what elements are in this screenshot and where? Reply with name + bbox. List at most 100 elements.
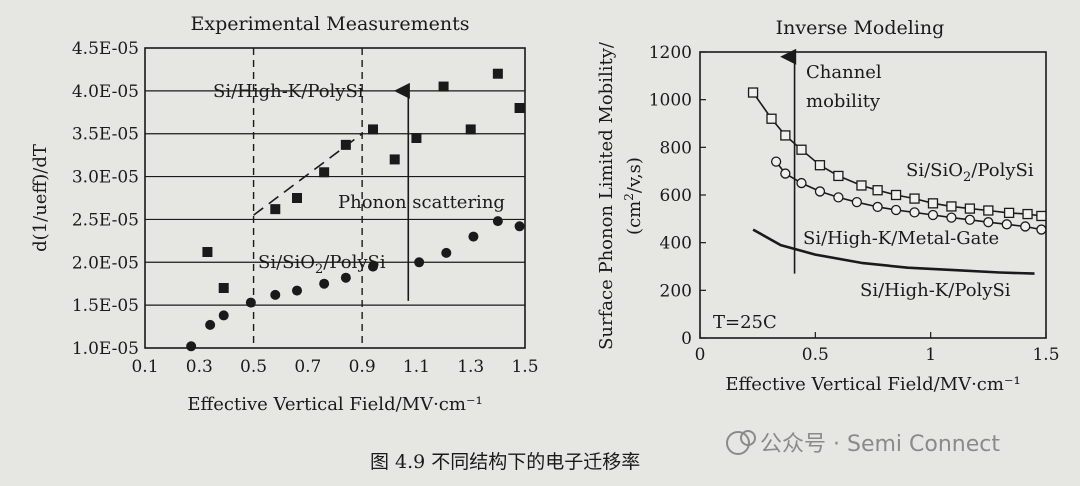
right-circle-point xyxy=(964,214,976,225)
right-y-axis-label-line1: Surface Phonon Limited Mobility/ xyxy=(596,41,617,350)
right-y-tick-label: 0 xyxy=(681,329,692,349)
right-label-sio2-post: /PolySi xyxy=(971,160,1034,181)
right-y-tick-label: 200 xyxy=(660,281,692,301)
right-square-point xyxy=(872,185,883,196)
right-circle-point xyxy=(851,196,863,208)
left-circle-point xyxy=(319,278,330,289)
left-square-point xyxy=(340,139,351,150)
right-y-tick-labels: 0 200 400 600 800 1000 1200 xyxy=(649,43,706,349)
right-square-point xyxy=(983,205,994,216)
left-chart-title: Experimental Measurements xyxy=(191,13,470,35)
left-x-tick-label: 1.5 xyxy=(511,357,538,377)
left-x-axis-label: Effective Vertical Field/MV·cm⁻¹ xyxy=(187,394,482,415)
right-series-line xyxy=(752,228,1035,275)
left-x-tick-label: 1.3 xyxy=(457,357,484,377)
right-label-temperature: T=25C xyxy=(713,312,777,333)
left-y-tick-label: 4.0E-05 xyxy=(72,82,139,102)
right-y-tick-label: 800 xyxy=(660,138,692,158)
right-square-point xyxy=(780,130,791,141)
right-y-tick-label: 400 xyxy=(660,234,692,254)
right-x-tick-labels: 0 0.5 1 1.5 xyxy=(695,332,1060,365)
left-square-point xyxy=(514,103,525,113)
wechat-icon xyxy=(726,431,750,455)
right-circle-point xyxy=(1001,219,1012,230)
left-x-tick-label: 0.1 xyxy=(131,357,158,377)
left-label-sio2-sub: 2 xyxy=(315,262,323,277)
left-label-sio2-polysi: Si/SiO2/PolySi xyxy=(258,252,386,277)
left-x-tick-label: 1.1 xyxy=(403,357,430,377)
left-square-point xyxy=(438,81,449,92)
right-square-point xyxy=(1036,210,1047,222)
right-circle-point xyxy=(890,204,902,216)
left-y-tick-label: 2.0E-05 xyxy=(72,253,139,273)
right-x-tick-label: 0 xyxy=(695,345,706,365)
left-y-tick-label: 2.5E-05 xyxy=(72,210,139,230)
right-y-tick-label: 1000 xyxy=(649,91,692,111)
left-label-high-k-polysi: Si/High-K/PolySi xyxy=(213,81,364,102)
right-square-point xyxy=(766,113,777,124)
right-square-point xyxy=(890,189,902,201)
right-square-point xyxy=(747,87,759,98)
right-y-label-pre: (cm xyxy=(624,201,645,235)
left-circle-point xyxy=(205,319,216,330)
left-circle-point xyxy=(186,341,197,352)
left-circle-point xyxy=(492,216,503,227)
right-square-point xyxy=(909,193,920,204)
left-x-tick-label: 0.7 xyxy=(294,357,321,377)
inverse-modeling-chart: Inverse Modeling 0 200 400 600 800 1000 1200 0… xyxy=(596,17,1060,395)
left-y-tick-label: 1.5E-05 xyxy=(72,296,139,316)
left-circle-point xyxy=(245,297,256,308)
left-y-tick-label: 3.0E-05 xyxy=(72,168,139,188)
left-gridlines xyxy=(145,90,525,306)
right-x-tick-label: 1.5 xyxy=(1032,345,1059,365)
right-circle-point xyxy=(909,207,920,218)
right-label-sio2-sub: 2 xyxy=(963,170,971,185)
left-x-tick-labels: 0.1 0.3 0.5 0.7 0.9 1.1 1.3 1.5 xyxy=(131,357,538,377)
left-y-tick-label: 4.5E-05 xyxy=(72,39,139,59)
left-circle-point xyxy=(368,261,378,272)
left-plot-frame xyxy=(144,47,526,349)
left-square-point xyxy=(411,133,422,143)
left-square-point xyxy=(202,247,213,257)
right-circle-point xyxy=(1036,224,1047,235)
right-square-point xyxy=(814,160,826,171)
left-square-point xyxy=(465,124,476,135)
right-x-tick-label: 1 xyxy=(925,345,936,365)
left-circle-point xyxy=(468,231,479,242)
right-circle-point xyxy=(796,177,807,189)
right-square-point xyxy=(946,201,957,212)
right-circle-point xyxy=(1020,221,1031,232)
right-circle-point xyxy=(983,217,994,228)
right-series-line xyxy=(775,161,1042,231)
left-y-tick-labels: 1.0E-05 1.5E-05 2.0E-05 2.5E-05 3.0E-05 3.5E-… xyxy=(72,39,139,359)
right-x-axis-label: Effective Vertical Field/MV·cm⁻¹ xyxy=(725,374,1020,395)
figure-caption: 图 4.9 不同结构下的电子迁移率 xyxy=(370,451,640,473)
right-y-axis-label-line2: (cm2/v,s) xyxy=(622,157,645,235)
left-square-point xyxy=(492,68,503,79)
right-chart-title: Inverse Modeling xyxy=(776,17,945,39)
left-label-sio2-pre: Si/SiO xyxy=(258,252,315,273)
left-circle-point xyxy=(414,257,425,268)
left-trend-dashed-line xyxy=(253,133,363,216)
right-label-channel: Channel xyxy=(806,62,882,83)
watermark: 公众号 · Semi Connect xyxy=(726,430,1000,457)
right-label-sio2-polysi: Si/SiO2/PolySi xyxy=(906,160,1034,185)
right-y-tick-label: 1200 xyxy=(649,43,692,63)
left-x-tick-label: 0.5 xyxy=(240,357,267,377)
left-circle-point xyxy=(441,247,452,258)
left-square-point xyxy=(368,124,378,135)
left-guides xyxy=(252,48,410,348)
left-circle-point xyxy=(218,310,229,321)
right-square-point xyxy=(1022,208,1033,220)
wechat-icon-bubble xyxy=(740,430,756,446)
right-label-metal-gate: Si/High-K/Metal-Gate xyxy=(803,228,999,249)
watermark-text: 公众号 · Semi Connect xyxy=(760,432,1000,457)
left-square-point xyxy=(270,204,281,215)
right-y-label-post: /v,s) xyxy=(624,157,645,193)
right-square-point xyxy=(1003,207,1015,219)
left-label-sio2-post: /PolySi xyxy=(323,252,386,273)
right-label-sio2-pre: Si/SiO xyxy=(906,160,963,181)
left-circle-point xyxy=(292,285,302,296)
left-square-point xyxy=(319,167,330,178)
